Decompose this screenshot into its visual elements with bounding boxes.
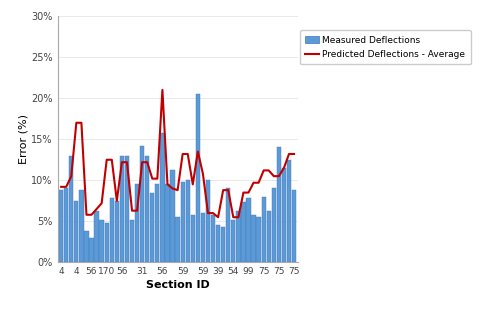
- Bar: [282, 168, 286, 262]
- Bar: [99, 220, 104, 262]
- Bar: [266, 212, 271, 262]
- Bar: [241, 203, 246, 262]
- Bar: [186, 180, 190, 262]
- Bar: [292, 190, 296, 262]
- Bar: [216, 225, 220, 262]
- Bar: [89, 238, 94, 262]
- Bar: [135, 184, 139, 262]
- Bar: [201, 213, 205, 262]
- Bar: [109, 198, 114, 262]
- Bar: [125, 156, 129, 262]
- Bar: [256, 217, 261, 262]
- Y-axis label: Error (%): Error (%): [18, 114, 28, 164]
- Bar: [79, 190, 84, 262]
- Legend: Measured Deflections, Predicted Deflections - Average: Measured Deflections, Predicted Deflecti…: [300, 30, 471, 64]
- Bar: [59, 190, 63, 262]
- Bar: [211, 215, 215, 262]
- Bar: [236, 212, 240, 262]
- Bar: [69, 156, 73, 262]
- Bar: [276, 148, 281, 262]
- Bar: [231, 220, 236, 262]
- Bar: [170, 170, 175, 262]
- Bar: [155, 184, 159, 262]
- Bar: [262, 197, 266, 262]
- Bar: [196, 94, 200, 262]
- Bar: [191, 215, 195, 262]
- Bar: [160, 132, 165, 262]
- Bar: [115, 201, 119, 262]
- Bar: [226, 188, 230, 262]
- Bar: [176, 217, 180, 262]
- Bar: [120, 156, 124, 262]
- Bar: [252, 215, 256, 262]
- Bar: [221, 227, 225, 262]
- Bar: [287, 160, 291, 262]
- Bar: [74, 201, 79, 262]
- Bar: [145, 156, 149, 262]
- Bar: [246, 198, 251, 262]
- Bar: [84, 231, 89, 262]
- Bar: [272, 188, 276, 262]
- Bar: [64, 188, 68, 262]
- Bar: [140, 146, 144, 262]
- X-axis label: Section ID: Section ID: [146, 280, 209, 291]
- Bar: [206, 180, 210, 262]
- Bar: [165, 184, 169, 262]
- Bar: [105, 223, 109, 262]
- Bar: [95, 212, 99, 262]
- Bar: [180, 182, 185, 262]
- Bar: [130, 220, 134, 262]
- Bar: [150, 193, 155, 262]
